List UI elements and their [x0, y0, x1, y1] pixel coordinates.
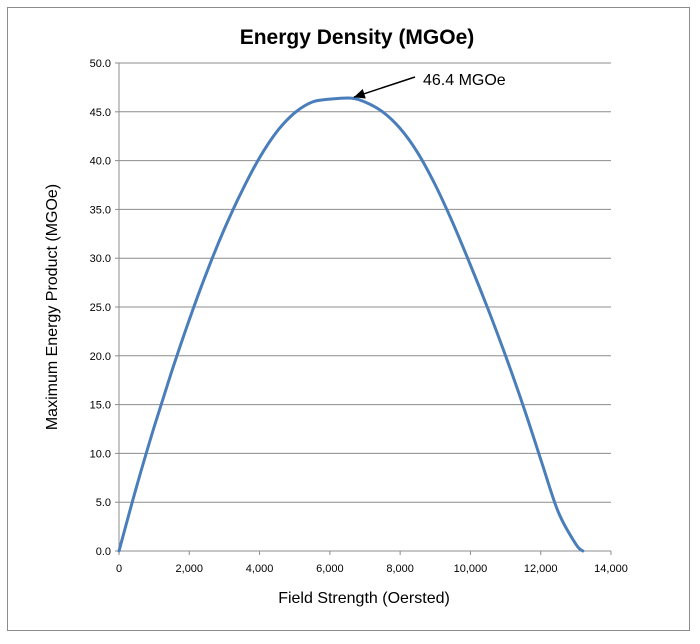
annotation-arrowhead [353, 89, 366, 99]
y-tick-label: 40.0 [90, 156, 111, 168]
gridlines [119, 62, 611, 503]
y-tick-label: 5.0 [96, 497, 111, 509]
annotation-label: 46.4 MGOe [423, 72, 506, 89]
y-tick-label: 10.0 [90, 448, 111, 460]
y-tick-label: 30.0 [90, 253, 111, 265]
series-line [117, 96, 585, 553]
x-tick-label: 2,000 [176, 563, 204, 575]
x-tick-label: 0 [116, 563, 122, 575]
x-tick-label: 6,000 [316, 563, 344, 575]
y-tick-label: 15.0 [90, 400, 111, 412]
annotations: 46.4 MGOe [353, 72, 506, 99]
x-tick-label: 10,000 [454, 563, 488, 575]
chart-title: Energy Density (MGOe) [240, 26, 475, 49]
x-tick-label: 8,000 [386, 563, 414, 575]
x-axis-label: Field Strength (Oersted) [278, 590, 450, 607]
y-tick-label: 45.0 [90, 107, 111, 119]
y-axis-label: Maximum Energy Product (MGOe) [44, 184, 61, 430]
series-layer [117, 96, 585, 553]
y-tick-label: 35.0 [90, 204, 111, 216]
chart-frame [7, 7, 690, 631]
y-tick-label: 25.0 [90, 302, 111, 314]
x-tick-label: 14,000 [594, 563, 628, 575]
x-tick-label: 4,000 [246, 563, 274, 575]
x-tick-labels: 0 2,000 4,000 6,000 8,000 10,000 12,000 14,000 [116, 563, 628, 575]
y-tick-label: 20.0 [90, 351, 111, 363]
y-tick-label: 0.0 [96, 546, 111, 558]
y-tick-labels: 0.0 5.0 10.0 15.0 20.0 25.0 30.0 35.0 40.0 45.0 50… [90, 58, 111, 558]
y-tick-label: 50.0 [90, 58, 111, 70]
x-tick-label: 12,000 [524, 563, 558, 575]
axes [115, 62, 612, 555]
